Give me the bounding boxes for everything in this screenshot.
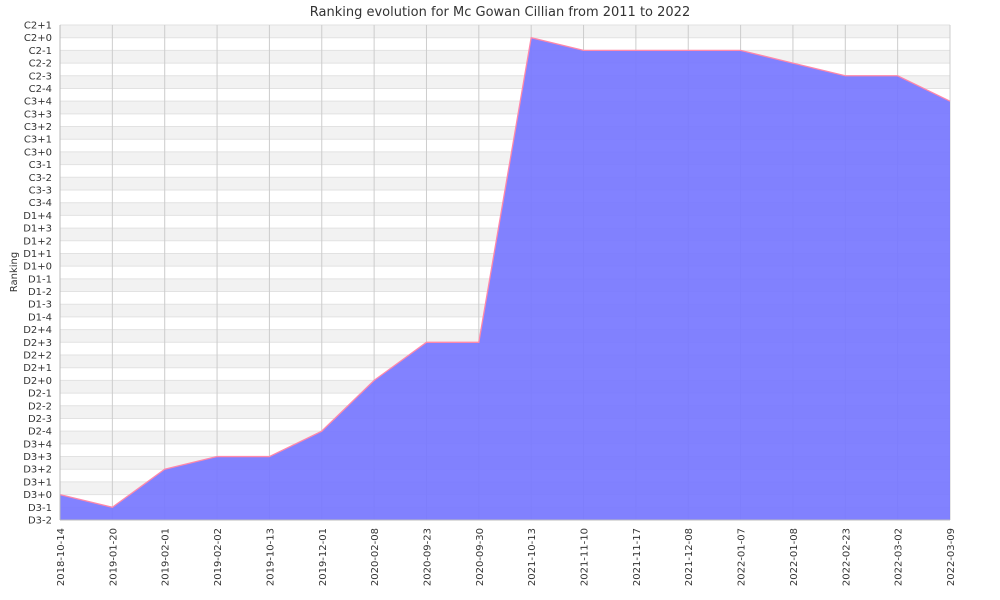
y-tick-label: D2+2 [23,351,52,362]
y-tick-label: D2+3 [23,338,52,349]
y-tick-label: D1+2 [23,236,52,247]
y-tick-label: D3-2 [28,516,52,527]
grid-band [60,50,950,64]
grid-band [60,25,950,38]
y-tick-label: C3+2 [24,122,52,133]
x-tick-label: 2022-01-07 [737,528,748,586]
x-tick-label: 2022-01-08 [789,528,800,586]
x-tick-label: 2019-12-01 [318,528,329,586]
y-tick-label: D2-4 [28,427,52,438]
y-tick-label: D3+2 [23,465,52,476]
area-layer [59,25,951,521]
x-tick-label: 2019-02-02 [213,528,224,586]
y-tick-label: D3-1 [28,503,52,514]
y-tick-label: D1-2 [28,287,52,298]
y-tick-label: C3-4 [29,198,52,209]
y-tick-label: C2+1 [24,21,52,32]
y-tick-label: C3-2 [29,173,52,184]
y-tick-label: D1-4 [28,312,52,323]
y-tick-label: D2+4 [23,325,52,336]
y-tick-label: C3+1 [24,135,52,146]
x-tick-label: 2019-01-20 [108,528,119,586]
y-tick-label: D1-1 [28,274,52,285]
y-tick-label: D1+3 [23,224,52,235]
y-axis-label: Ranking [9,252,20,292]
y-tick-label: D3+0 [23,490,52,501]
y-tick-label: D1-3 [28,300,52,311]
y-tick-label: C2-1 [29,46,52,57]
x-tick-label: 2020-09-23 [422,528,433,586]
y-tick-label: D2-2 [28,401,52,412]
x-tick-label: 2018-10-14 [56,528,67,586]
y-tick-label: C2-3 [29,71,52,82]
y-tick-label: D2+0 [23,376,52,387]
y-tick-label: D3+1 [23,477,52,488]
y-tick-label: C3-3 [29,186,52,197]
y-tick-label: C2+0 [24,33,52,44]
y-tick-label: C2-4 [29,84,52,95]
x-tick-label: 2021-11-17 [632,528,643,586]
y-tick-label: D3+3 [23,452,52,463]
y-tick-label: D2-3 [28,414,52,425]
x-tick-label: 2022-03-02 [894,528,905,586]
y-tick-label: C3+3 [24,109,52,120]
x-tick-label: 2020-09-30 [475,528,486,586]
ranking-area [60,37,950,520]
y-tick-label: D1+1 [23,249,52,260]
x-tick-label: 2021-11-10 [580,528,591,586]
y-tick-label: C2-2 [29,59,52,70]
y-tick-label: C3+0 [24,147,52,158]
y-tick-label: D1+0 [23,262,52,273]
y-tick-label: D1+4 [23,211,52,222]
x-tick-label: 2020-02-08 [370,528,381,586]
x-tick-label: 2019-10-13 [265,528,276,586]
grid-band [60,37,950,51]
chart-title: Ranking evolution for Mc Gowan Cillian f… [310,5,690,20]
x-tick-label: 2021-12-08 [684,528,695,586]
y-tick-label: D2+1 [23,363,52,374]
y-tick-label: C3-1 [29,160,52,171]
ranking-line [59,36,951,509]
x-tick-label: 2019-02-01 [161,528,172,586]
x-tick-label: 2022-03-09 [946,528,957,586]
y-tick-label: D2-1 [28,389,52,400]
x-tick-label: 2021-10-13 [527,528,538,586]
y-tick-labels: D3-2 D3-1 D3+0 D3+1D3+2 D3+3 D3+4D2-4 D2-3 D2-2… [23,21,52,527]
y-tick-label: C3+4 [24,97,52,108]
y-tick-label: D3+4 [23,439,52,450]
x-tick-labels: 2018-10-14 2019-01-20 2019-02-01 2019-02-02… [56,528,957,586]
x-tick-label: 2022-02-23 [841,528,852,586]
